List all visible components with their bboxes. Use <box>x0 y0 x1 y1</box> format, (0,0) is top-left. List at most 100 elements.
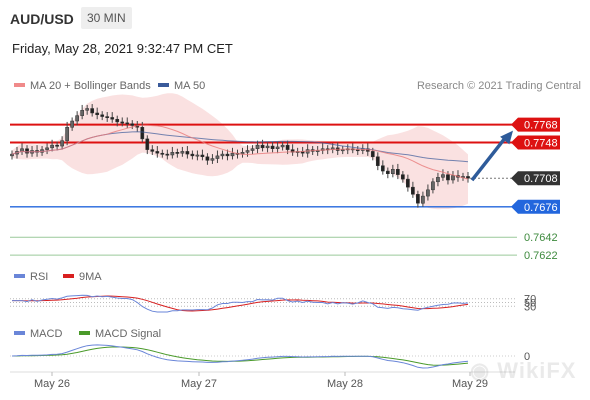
rsi-swatch <box>14 274 25 279</box>
legend-rsi: RSI <box>14 271 48 283</box>
rsi-line <box>12 294 469 313</box>
candle-body <box>150 149 155 152</box>
rsi-ma-line <box>12 295 469 312</box>
support-price-tag: 0.7676 <box>511 199 560 214</box>
legend-rsi-ma: 9MA <box>63 271 102 283</box>
rsi-label: RSI <box>30 271 49 283</box>
candle-body <box>120 121 125 124</box>
candle-body <box>50 144 54 149</box>
resistance-price-tag: 0.7768 <box>511 117 560 132</box>
candle-body <box>411 186 415 195</box>
candle-body <box>145 138 150 150</box>
candle-body <box>390 169 395 174</box>
candle-body <box>155 151 160 154</box>
candle-body <box>210 158 215 161</box>
candle-body <box>395 169 400 175</box>
bollinger-band-area <box>12 93 468 210</box>
candle-body <box>205 156 210 161</box>
candle-body <box>75 115 79 122</box>
ma50-swatch <box>158 83 169 88</box>
candle-body <box>265 145 270 149</box>
candle-body <box>180 151 185 154</box>
candle-body <box>200 154 205 158</box>
candle-body <box>340 149 345 152</box>
x-axis-tick-label: May 27 <box>181 378 217 390</box>
current-price-tag: 0.7708 <box>511 171 560 186</box>
projection-arrow-head <box>500 130 513 145</box>
ma50-label: MA 50 <box>174 80 206 92</box>
macd-signal-label: MACD Signal <box>95 328 162 340</box>
target-price-label: 0.7642 <box>524 232 558 244</box>
candle-body <box>245 150 250 153</box>
ma20-line <box>11 124 469 180</box>
ma20-swatch <box>14 83 25 88</box>
candle-body <box>260 144 265 149</box>
candle-body <box>285 144 290 150</box>
macd-label: MACD <box>30 328 63 340</box>
chart-header: AUD/USD 30 MIN <box>0 0 590 38</box>
candle-body <box>375 156 380 166</box>
candle-body <box>10 153 14 157</box>
candle-body <box>85 108 90 111</box>
legend-ma50: MA 50 <box>158 80 205 92</box>
macd-level-label: 0 <box>524 351 530 363</box>
rsi-level-label: 50 <box>524 298 536 310</box>
candle-body <box>115 118 120 123</box>
macd-line <box>11 344 469 369</box>
target-price-label: 0.7622 <box>524 250 558 262</box>
legend-ma20: MA 20 + Bollinger Bands <box>14 80 151 92</box>
candle-body <box>250 148 255 151</box>
candle-body <box>165 153 170 156</box>
candle-body <box>426 189 430 197</box>
candle-body <box>195 154 200 157</box>
candle-body <box>185 151 190 155</box>
candle-body <box>431 181 435 191</box>
candle-body <box>80 110 85 116</box>
legend-macd-signal: MACD Signal <box>79 328 161 340</box>
candle-body <box>45 147 49 150</box>
current-tag-shape <box>511 171 560 186</box>
resistance-price-label: 0.7768 <box>524 120 558 132</box>
x-axis-tick-label: May 28 <box>327 378 363 390</box>
support-price-label: 0.7676 <box>524 202 558 214</box>
legend-macd: MACD <box>14 328 62 340</box>
timeframe-badge[interactable]: 30 MIN <box>81 7 132 29</box>
candle-body <box>70 120 74 128</box>
macd-swatch <box>14 331 25 336</box>
rsi-ma-swatch <box>63 274 74 279</box>
ma20-label: MA 20 + Bollinger Bands <box>30 80 151 92</box>
support-tag-shape <box>511 199 560 214</box>
rsi-ma-label: 9MA <box>79 271 102 283</box>
macd-signal-swatch <box>79 331 90 336</box>
candle-body <box>225 153 230 157</box>
candle-body <box>421 195 425 204</box>
candle-body <box>230 152 235 157</box>
rsi-level-label: 70 <box>524 294 536 306</box>
candle-body <box>160 152 165 155</box>
resistance-price-tag: 0.7748 <box>511 135 560 150</box>
candle-body <box>385 170 390 174</box>
candle-body <box>95 112 100 116</box>
candle-body <box>270 145 275 149</box>
candle-body <box>125 122 130 125</box>
candle-body <box>380 165 385 172</box>
candle-body <box>446 174 450 181</box>
candle-body <box>25 148 29 154</box>
candle-body <box>60 140 64 147</box>
x-axis-tick-label: May 26 <box>34 378 70 390</box>
candle-body <box>175 152 180 154</box>
candle-body <box>140 127 145 140</box>
candle-body <box>55 144 59 147</box>
research-credit: Research © 2021 Trading Central <box>416 80 581 92</box>
candle-body <box>401 174 405 180</box>
candle-body <box>451 175 455 181</box>
candle-body <box>170 152 175 156</box>
candle-body <box>105 116 110 119</box>
candle-body <box>275 146 280 149</box>
candle-body <box>441 174 445 178</box>
candle-body <box>90 108 95 114</box>
candle-body <box>190 153 195 157</box>
rsi-level-label: 30 <box>524 301 536 313</box>
resistance-tag-shape <box>511 135 560 150</box>
resistance-tag-shape <box>511 117 560 132</box>
